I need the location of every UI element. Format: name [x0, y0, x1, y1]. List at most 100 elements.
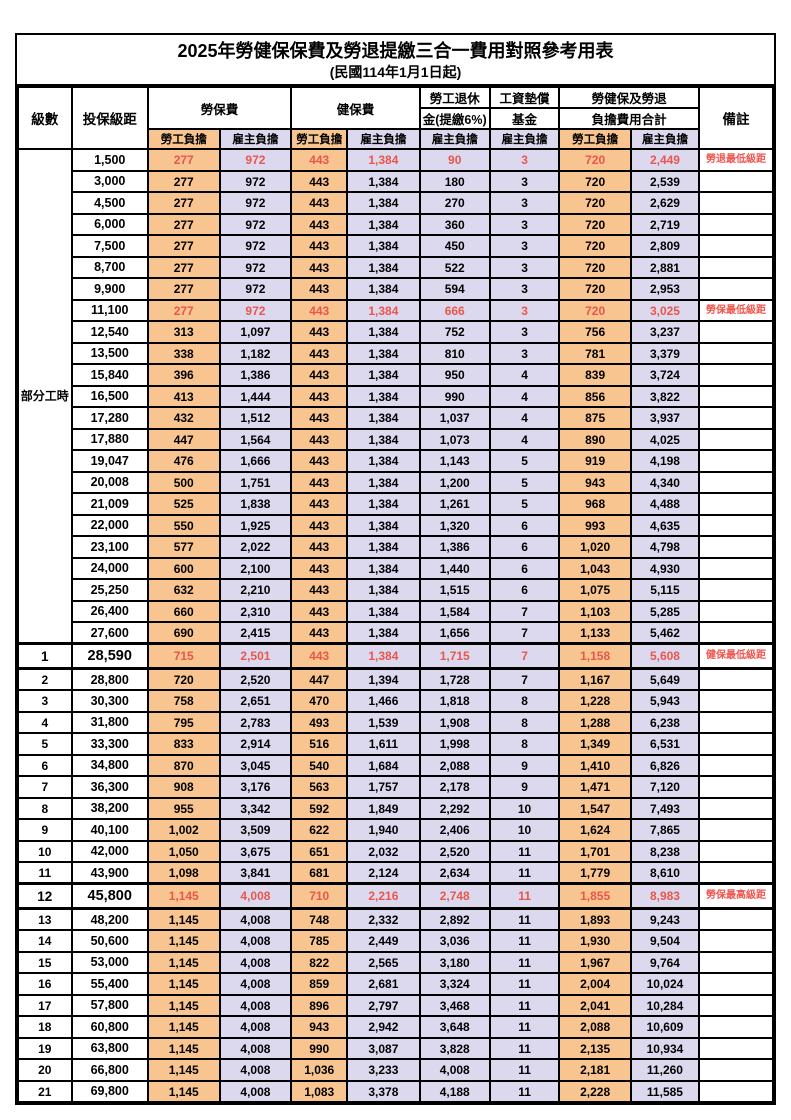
labor-employee-cell: 1,145: [146, 951, 221, 975]
subheader-labor-employee: 勞工負擔: [146, 128, 221, 151]
subheader-health-employer: 雇主負擔: [346, 128, 421, 151]
total-employee-cell: 720: [558, 170, 632, 194]
table-row: 2 28,800 720 2,520 447 1,394 1,728 7 1,167 5,649: [17, 668, 775, 692]
remark-cell: [697, 668, 775, 692]
total-employee-cell: 1,020: [558, 535, 632, 559]
labor-employer-cell: 3,675: [218, 840, 293, 864]
total-employee-cell: 756: [558, 320, 632, 344]
table-row: 12 45,800 1,145 4,008 710 2,216 2,748 11 1,855 8,…: [17, 882, 775, 911]
bracket-cell: 34,800: [70, 754, 149, 778]
remark-cell: [697, 908, 775, 932]
wage-fund-employer-cell: 8: [488, 711, 561, 735]
remark-cell: [697, 1058, 775, 1082]
labor-employee-cell: 758: [146, 689, 221, 713]
labor-employer-cell: 972: [218, 213, 293, 237]
total-employer-cell: 7,865: [629, 818, 700, 842]
total-employer-cell: 4,340: [629, 471, 700, 495]
total-employer-cell: 10,284: [629, 994, 700, 1018]
health-employee-cell: 443: [290, 363, 349, 387]
labor-employer-cell: 4,008: [218, 994, 293, 1018]
pension-employer-cell: 90: [418, 148, 491, 172]
total-employee-cell: 875: [558, 406, 632, 430]
remark-cell: [697, 818, 775, 842]
health-employee-cell: 785: [290, 929, 349, 953]
subheader-total-employer: 雇主負擔: [629, 128, 700, 151]
remark-cell: [697, 514, 775, 538]
level-cell: 5: [17, 732, 73, 756]
labor-employee-cell: 277: [146, 213, 221, 237]
remark-cell: [697, 492, 775, 516]
table-row: 20 66,800 1,145 4,008 1,036 3,233 4,008 11 2,181…: [17, 1058, 775, 1082]
health-employer-cell: 1,384: [346, 621, 421, 645]
level-cell: 14: [17, 929, 73, 953]
wage-fund-employer-cell: 3: [488, 191, 561, 215]
health-employer-cell: 1,611: [346, 732, 421, 756]
total-employee-cell: 1,133: [558, 621, 632, 645]
health-employee-cell: 443: [290, 320, 349, 344]
wage-fund-employer-cell: 11: [488, 1080, 561, 1104]
total-employer-cell: 5,649: [629, 668, 700, 692]
table-row: 12,540 313 1,097 443 1,384 752 3 756 3,237: [18, 320, 775, 344]
table-row: 4,500 277 972 443 1,384 270 3 720 2,629: [18, 191, 775, 215]
bracket-cell: 8,700: [70, 256, 149, 280]
subheader-pension-employer: 雇主負擔: [418, 128, 491, 151]
labor-employer-cell: 2,310: [218, 600, 293, 624]
level-cell: 21: [17, 1080, 73, 1104]
pension-employer-cell: 1,818: [418, 689, 491, 713]
remark-cell: [697, 775, 775, 799]
level-cell: 11: [17, 861, 73, 885]
total-employee-cell: 1,288: [558, 711, 632, 735]
health-employer-cell: 1,384: [346, 363, 421, 387]
labor-employer-cell: 1,925: [218, 514, 293, 538]
health-employer-cell: 1,384: [346, 148, 421, 172]
labor-employer-cell: 1,564: [218, 428, 293, 452]
remark-cell: [697, 277, 775, 301]
remark-cell: [697, 471, 775, 495]
pension-employer-cell: 3,648: [418, 1015, 491, 1039]
health-employer-cell: 1,384: [346, 170, 421, 194]
bracket-cell: 9,900: [70, 277, 149, 301]
total-employee-cell: 1,043: [558, 557, 632, 581]
labor-employee-cell: 432: [146, 406, 221, 430]
health-employee-cell: 651: [290, 840, 349, 864]
labor-employee-cell: 715: [146, 642, 221, 671]
level-cell: 15: [17, 951, 73, 975]
header-health-insurance: 健保費: [290, 86, 421, 131]
total-employer-cell: 2,881: [629, 256, 700, 280]
total-employer-cell: 5,462: [629, 621, 700, 645]
health-employee-cell: 681: [290, 861, 349, 885]
health-employee-cell: 443: [290, 170, 349, 194]
health-employee-cell: 622: [290, 818, 349, 842]
labor-employee-cell: 1,050: [146, 840, 221, 864]
subheader-total-employee: 勞工負擔: [558, 128, 632, 151]
total-employee-cell: 1,075: [558, 578, 632, 602]
health-employer-cell: 1,384: [346, 514, 421, 538]
table-row: 20,008 500 1,751 443 1,384 1,200 5 943 4,340: [18, 471, 775, 495]
pension-employer-cell: 1,440: [418, 557, 491, 581]
bracket-cell: 28,800: [70, 668, 149, 692]
health-employer-cell: 1,384: [346, 578, 421, 602]
labor-employee-cell: 277: [146, 191, 221, 215]
bracket-cell: 30,300: [70, 689, 149, 713]
remark-cell: [697, 449, 775, 473]
pension-employer-cell: 810: [418, 342, 491, 366]
labor-employer-cell: 1,666: [218, 449, 293, 473]
pension-employer-cell: 1,908: [418, 711, 491, 735]
total-employee-cell: 890: [558, 428, 632, 452]
wage-fund-employer-cell: 11: [488, 972, 561, 996]
table-row: 3 30,300 758 2,651 470 1,466 1,818 8 1,228 5,943: [17, 689, 775, 713]
wage-fund-employer-cell: 11: [488, 840, 561, 864]
wage-fund-employer-cell: 11: [488, 882, 561, 911]
labor-employer-cell: 4,008: [218, 882, 293, 911]
level-cell: 4: [17, 711, 73, 735]
labor-employee-cell: 1,098: [146, 861, 221, 885]
labor-employer-cell: 4,008: [218, 929, 293, 953]
health-employer-cell: 1,384: [346, 256, 421, 280]
remark-cell: 勞保最高級距: [697, 882, 775, 911]
health-employee-cell: 443: [290, 234, 349, 258]
total-employee-cell: 2,135: [558, 1037, 632, 1061]
health-employee-cell: 443: [290, 449, 349, 473]
pension-employer-cell: 990: [418, 385, 491, 409]
header-bracket: 投保級距: [70, 86, 149, 151]
wage-fund-employer-cell: 10: [488, 797, 561, 821]
